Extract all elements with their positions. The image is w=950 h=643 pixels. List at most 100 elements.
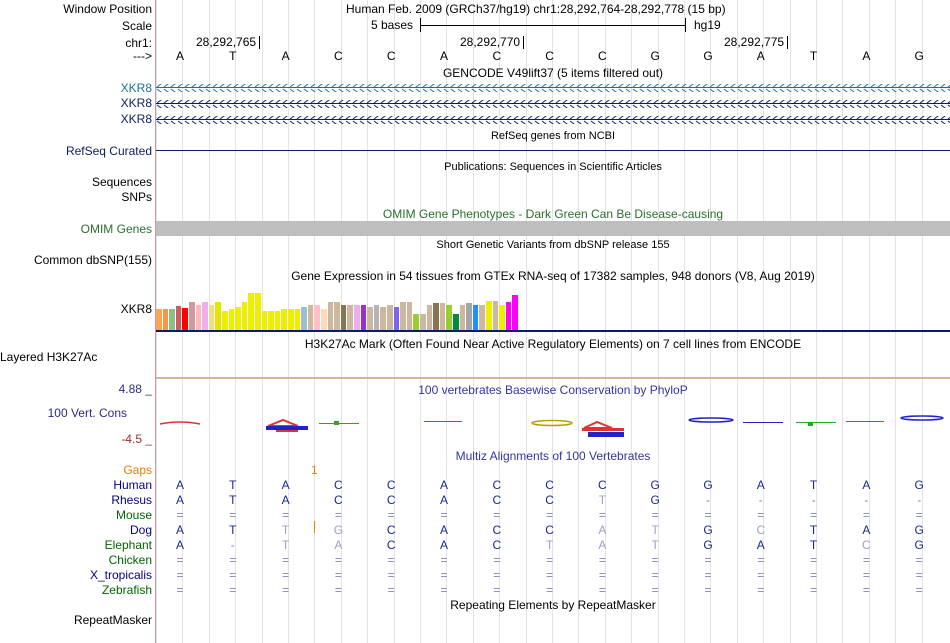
- gtex-bar[interactable]: [307, 305, 314, 330]
- gtex-bar[interactable]: [486, 301, 492, 330]
- gtex-bar[interactable]: [215, 302, 221, 330]
- gtex-bar[interactable]: [400, 302, 406, 330]
- gencode-row-label-2[interactable]: XKR8: [120, 96, 152, 110]
- pubs-snps-label[interactable]: SNPs: [121, 190, 152, 204]
- h3k-label[interactable]: Layered H3K27Ac: [0, 350, 98, 364]
- gtex-bar[interactable]: [248, 293, 254, 330]
- gencode-row-label-1[interactable]: XKR8: [120, 81, 152, 95]
- species-label[interactable]: Human: [113, 478, 152, 492]
- gtex-bar[interactable]: [255, 293, 261, 330]
- gencode-gene-lines[interactable]: [156, 80, 950, 126]
- species-label[interactable]: Zebrafish: [101, 583, 152, 597]
- gtex-bar[interactable]: [241, 302, 248, 330]
- gtex-bar[interactable]: [367, 307, 373, 330]
- gtex-label[interactable]: XKR8: [120, 302, 152, 316]
- gencode-row-label-3[interactable]: XKR8: [120, 112, 152, 126]
- gtex-bar[interactable]: [347, 305, 353, 330]
- gtex-bar[interactable]: [288, 309, 294, 330]
- gtex-bar[interactable]: [446, 305, 452, 330]
- species-label[interactable]: Elephant: [104, 538, 152, 552]
- gtex-bar[interactable]: [512, 295, 518, 330]
- alignment-base: T: [229, 478, 237, 492]
- strand-arrow-label[interactable]: --->: [133, 49, 152, 63]
- pubs-title[interactable]: Publications: Sequences in Scientific Ar…: [444, 161, 662, 173]
- gtex-bar[interactable]: [420, 314, 426, 330]
- gtex-bar[interactable]: [261, 311, 268, 330]
- gtex-bar[interactable]: [354, 305, 360, 330]
- h3k-title[interactable]: H3K27Ac Mark (Often Found Near Active Re…: [304, 337, 802, 351]
- gaps-label[interactable]: Gaps: [123, 463, 152, 477]
- gtex-bar[interactable]: [472, 305, 479, 330]
- species-label[interactable]: X_tropicalis: [89, 568, 152, 582]
- gtex-bar[interactable]: [222, 311, 228, 330]
- gtex-bar[interactable]: [156, 309, 162, 330]
- gtex-bar[interactable]: [301, 307, 307, 330]
- gtex-bar[interactable]: [459, 305, 466, 330]
- cons-title[interactable]: 100 vertebrates Basewise Conservation by…: [418, 383, 688, 397]
- gtex-bar[interactable]: [360, 305, 367, 330]
- gtex-bar-chart[interactable]: [156, 284, 556, 330]
- gtex-bar[interactable]: [406, 302, 413, 330]
- dbsnp-title[interactable]: Short Genetic Variants from dbSNP releas…: [436, 239, 670, 251]
- gtex-bar[interactable]: [413, 314, 419, 330]
- gtex-bar[interactable]: [340, 305, 347, 330]
- omim-gene-bar[interactable]: [156, 221, 950, 236]
- gencode-title[interactable]: GENCODE V49lift37 (5 items filtered out): [442, 66, 664, 80]
- alignment-base: =: [387, 568, 395, 582]
- position-tick-3: 28,292,775: [724, 35, 789, 50]
- gtex-bar[interactable]: [162, 309, 169, 330]
- gtex-bar[interactable]: [182, 308, 188, 330]
- gtex-bar[interactable]: [189, 302, 195, 330]
- species-label[interactable]: Mouse: [115, 508, 152, 522]
- refseq-gene-line[interactable]: [156, 150, 950, 151]
- gtex-bar[interactable]: [228, 309, 235, 330]
- gtex-bar[interactable]: [294, 309, 301, 330]
- omim-title[interactable]: OMIM Gene Phenotypes - Dark Green Can Be…: [382, 207, 724, 221]
- gtex-bar[interactable]: [387, 305, 393, 330]
- gtex-bar[interactable]: [268, 311, 274, 330]
- species-label[interactable]: Rhesus: [111, 493, 152, 507]
- gtex-bar[interactable]: [175, 306, 182, 330]
- dbsnp-label[interactable]: Common dbSNP(155): [33, 253, 152, 267]
- assembly-title[interactable]: Human Feb. 2009 (GRCh37/hg19) chr1:28,29…: [346, 2, 726, 16]
- cons-wiggle[interactable]: [156, 408, 950, 443]
- gtex-bar[interactable]: [334, 302, 340, 330]
- repeat-label[interactable]: RepeatMasker: [73, 613, 152, 627]
- gtex-bar[interactable]: [169, 309, 175, 330]
- species-label[interactable]: Dog: [129, 523, 152, 537]
- grid-line: [578, 0, 580, 643]
- gtex-bar[interactable]: [505, 302, 512, 330]
- gtex-bar[interactable]: [492, 301, 499, 330]
- species-label[interactable]: Chicken: [108, 553, 152, 567]
- gtex-bar[interactable]: [479, 305, 485, 330]
- alignment-base: =: [176, 568, 184, 582]
- repeat-title[interactable]: Repeating Elements by RepeatMasker: [450, 598, 656, 612]
- gtex-bar[interactable]: [453, 314, 459, 330]
- gtex-bar[interactable]: [274, 311, 281, 330]
- gtex-bar[interactable]: [235, 307, 241, 330]
- h3k-signal-line[interactable]: [156, 377, 950, 379]
- gtex-bar[interactable]: [321, 309, 327, 330]
- gtex-bar[interactable]: [426, 305, 433, 330]
- refseq-title[interactable]: RefSeq genes from NCBI: [490, 130, 616, 142]
- omim-label[interactable]: OMIM Genes: [80, 222, 152, 236]
- gtex-bar[interactable]: [373, 305, 380, 330]
- gtex-bar[interactable]: [393, 307, 400, 330]
- gtex-bar[interactable]: [466, 303, 472, 330]
- cons-label[interactable]: 100 Vert. Cons: [47, 406, 127, 420]
- gtex-bar[interactable]: [281, 309, 287, 330]
- gtex-bar[interactable]: [314, 305, 320, 330]
- gtex-bar[interactable]: [208, 305, 215, 330]
- gtex-bar[interactable]: [195, 305, 202, 330]
- pubs-sequences-label[interactable]: Sequences: [91, 175, 152, 189]
- gtex-bar[interactable]: [327, 302, 334, 330]
- gtex-bar[interactable]: [433, 303, 439, 330]
- gtex-title[interactable]: Gene Expression in 54 tissues from GTEx …: [291, 269, 815, 283]
- multiz-title[interactable]: Multiz Alignments of 100 Vertebrates: [455, 449, 651, 463]
- gtex-bar[interactable]: [499, 305, 505, 330]
- alignment-base: =: [176, 508, 184, 522]
- gtex-bar[interactable]: [380, 307, 386, 330]
- refseq-label[interactable]: RefSeq Curated: [65, 144, 152, 158]
- gtex-bar[interactable]: [202, 302, 208, 330]
- gtex-bar[interactable]: [439, 303, 446, 330]
